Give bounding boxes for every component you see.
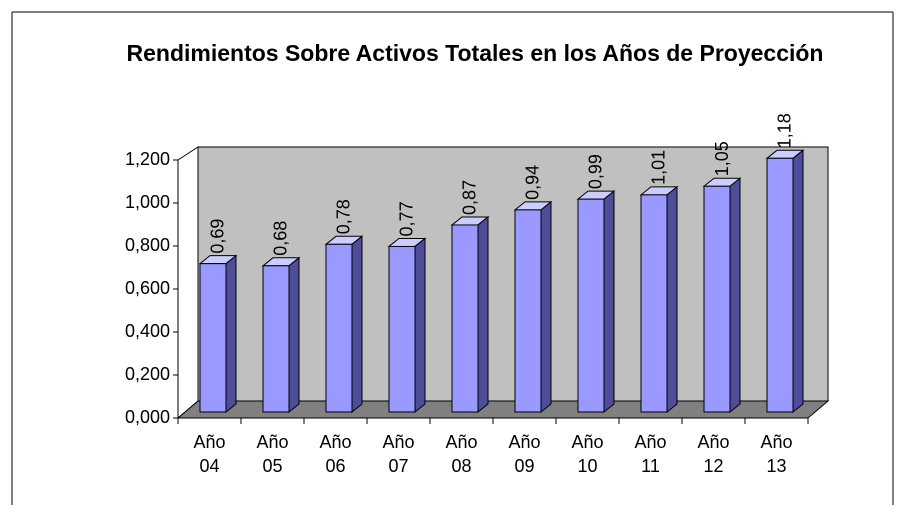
- value-label: 0,94: [523, 165, 543, 200]
- x-tick-label: Año 09: [508, 432, 541, 476]
- y-tick-label: 0,600: [125, 278, 170, 298]
- x-tick-label: Año 12: [697, 432, 730, 476]
- bar-side: [792, 149, 804, 414]
- bar: [703, 185, 731, 413]
- bar-side: [666, 185, 678, 414]
- bar-side: [351, 235, 363, 414]
- x-tick-label: Año 13: [760, 432, 793, 476]
- side-wall: [177, 146, 199, 420]
- bar: [640, 194, 668, 413]
- bar: [577, 198, 605, 413]
- bar: [514, 209, 542, 413]
- bar: [325, 243, 353, 413]
- x-tick-label: Año 08: [445, 432, 478, 476]
- x-tick-label: Año 04: [193, 432, 226, 476]
- x-tick-label: Año 05: [256, 432, 289, 476]
- y-tick-label: 1,000: [125, 192, 170, 212]
- chart-title: Rendimientos Sobre Activos Totales en lo…: [126, 40, 824, 66]
- value-label: 0,68: [271, 221, 291, 256]
- bar-side: [603, 190, 615, 414]
- x-tick-label: Año 06: [319, 432, 352, 476]
- bar-side: [225, 254, 237, 414]
- bar-side: [414, 237, 426, 414]
- bar: [199, 263, 227, 413]
- bar-side: [540, 200, 552, 414]
- value-label: 0,69: [208, 219, 228, 254]
- y-tick-label: 0,200: [125, 364, 170, 384]
- y-tick-label: 0,400: [125, 321, 170, 341]
- bar: [451, 224, 479, 413]
- x-tick-label: Año 10: [571, 432, 604, 476]
- x-tick-label: Año 11: [634, 432, 667, 476]
- value-label: 0,78: [334, 199, 354, 234]
- x-tick-label: Año 07: [382, 432, 415, 476]
- bar-side: [477, 215, 489, 414]
- bar: [262, 265, 290, 413]
- value-label: 1,01: [649, 150, 669, 185]
- y-tick-label: 1,200: [125, 149, 170, 169]
- value-label: 1,05: [712, 141, 732, 176]
- value-label: 1,18: [775, 113, 795, 148]
- bar-side: [729, 177, 741, 414]
- y-tick-label: 0,000: [125, 407, 170, 427]
- y-tick-label: 0,800: [125, 235, 170, 255]
- bar: [388, 245, 416, 413]
- bar: [766, 157, 794, 413]
- value-label: 0,77: [397, 201, 417, 236]
- value-label: 0,99: [586, 154, 606, 189]
- value-label: 0,87: [460, 180, 480, 215]
- bar-side: [288, 256, 300, 414]
